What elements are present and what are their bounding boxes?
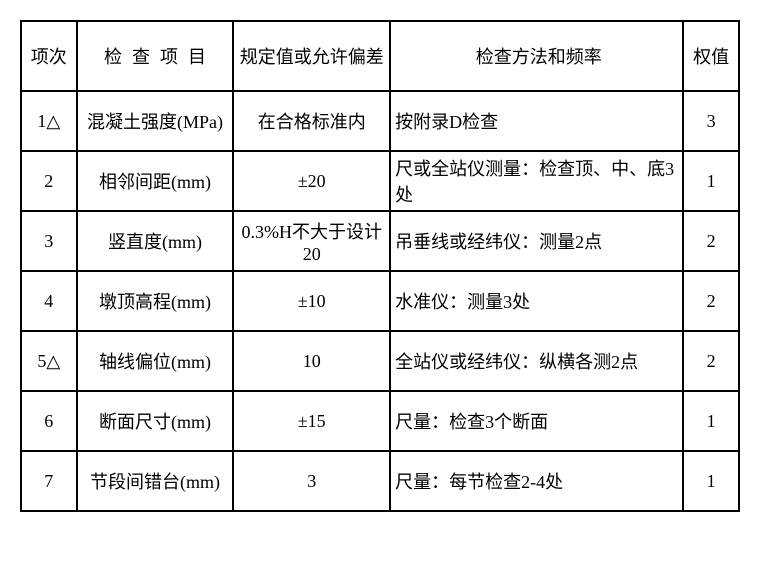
header-method: 检查方法和频率 [390, 21, 683, 91]
table-row: 4 墩顶高程(mm) ±10 水准仪：测量3处 2 [21, 271, 739, 331]
cell-spec: 0.3%H不大于设计20 [233, 211, 390, 271]
cell-seq: 3 [21, 211, 77, 271]
cell-method: 水准仪：测量3处 [390, 271, 683, 331]
cell-method: 尺量：检查3个断面 [390, 391, 683, 451]
cell-weight: 2 [683, 271, 739, 331]
cell-weight: 1 [683, 151, 739, 211]
cell-method: 吊垂线或经纬仪：测量2点 [390, 211, 683, 271]
cell-seq: 5△ [21, 331, 77, 391]
cell-spec: ±10 [233, 271, 390, 331]
table-row: 5△ 轴线偏位(mm) 10 全站仪或经纬仪：纵横各测2点 2 [21, 331, 739, 391]
cell-seq: 7 [21, 451, 77, 511]
cell-item: 断面尺寸(mm) [77, 391, 234, 451]
table-row: 1△ 混凝土强度(MPa) 在合格标准内 按附录D检查 3 [21, 91, 739, 151]
cell-item: 节段间错台(mm) [77, 451, 234, 511]
table-header-row: 项次 检查项目 规定值或允许偏差 检查方法和频率 权值 [21, 21, 739, 91]
cell-method: 尺或全站仪测量：检查顶、中、底3处 [390, 151, 683, 211]
cell-weight: 2 [683, 211, 739, 271]
cell-spec: 3 [233, 451, 390, 511]
cell-seq: 4 [21, 271, 77, 331]
header-seq: 项次 [21, 21, 77, 91]
cell-item: 轴线偏位(mm) [77, 331, 234, 391]
cell-weight: 2 [683, 331, 739, 391]
cell-weight: 1 [683, 391, 739, 451]
cell-seq: 6 [21, 391, 77, 451]
cell-spec: 在合格标准内 [233, 91, 390, 151]
table-row: 7 节段间错台(mm) 3 尺量：每节检查2-4处 1 [21, 451, 739, 511]
cell-item: 相邻间距(mm) [77, 151, 234, 211]
cell-weight: 3 [683, 91, 739, 151]
cell-spec: ±20 [233, 151, 390, 211]
cell-spec: 10 [233, 331, 390, 391]
cell-method: 按附录D检查 [390, 91, 683, 151]
header-weight: 权值 [683, 21, 739, 91]
cell-method: 全站仪或经纬仪：纵横各测2点 [390, 331, 683, 391]
inspection-table-container: 项次 检查项目 规定值或允许偏差 检查方法和频率 权值 1△ 混凝土强度(MPa… [20, 20, 740, 512]
table-row: 3 竖直度(mm) 0.3%H不大于设计20 吊垂线或经纬仪：测量2点 2 [21, 211, 739, 271]
header-spec: 规定值或允许偏差 [233, 21, 390, 91]
table-row: 6 断面尺寸(mm) ±15 尺量：检查3个断面 1 [21, 391, 739, 451]
table-body: 1△ 混凝土强度(MPa) 在合格标准内 按附录D检查 3 2 相邻间距(mm)… [21, 91, 739, 511]
cell-method: 尺量：每节检查2-4处 [390, 451, 683, 511]
cell-item: 混凝土强度(MPa) [77, 91, 234, 151]
header-item: 检查项目 [77, 21, 234, 91]
cell-seq: 1△ [21, 91, 77, 151]
cell-item: 竖直度(mm) [77, 211, 234, 271]
inspection-table: 项次 检查项目 规定值或允许偏差 检查方法和频率 权值 1△ 混凝土强度(MPa… [20, 20, 740, 512]
cell-seq: 2 [21, 151, 77, 211]
cell-weight: 1 [683, 451, 739, 511]
cell-item: 墩顶高程(mm) [77, 271, 234, 331]
table-row: 2 相邻间距(mm) ±20 尺或全站仪测量：检查顶、中、底3处 1 [21, 151, 739, 211]
cell-spec: ±15 [233, 391, 390, 451]
